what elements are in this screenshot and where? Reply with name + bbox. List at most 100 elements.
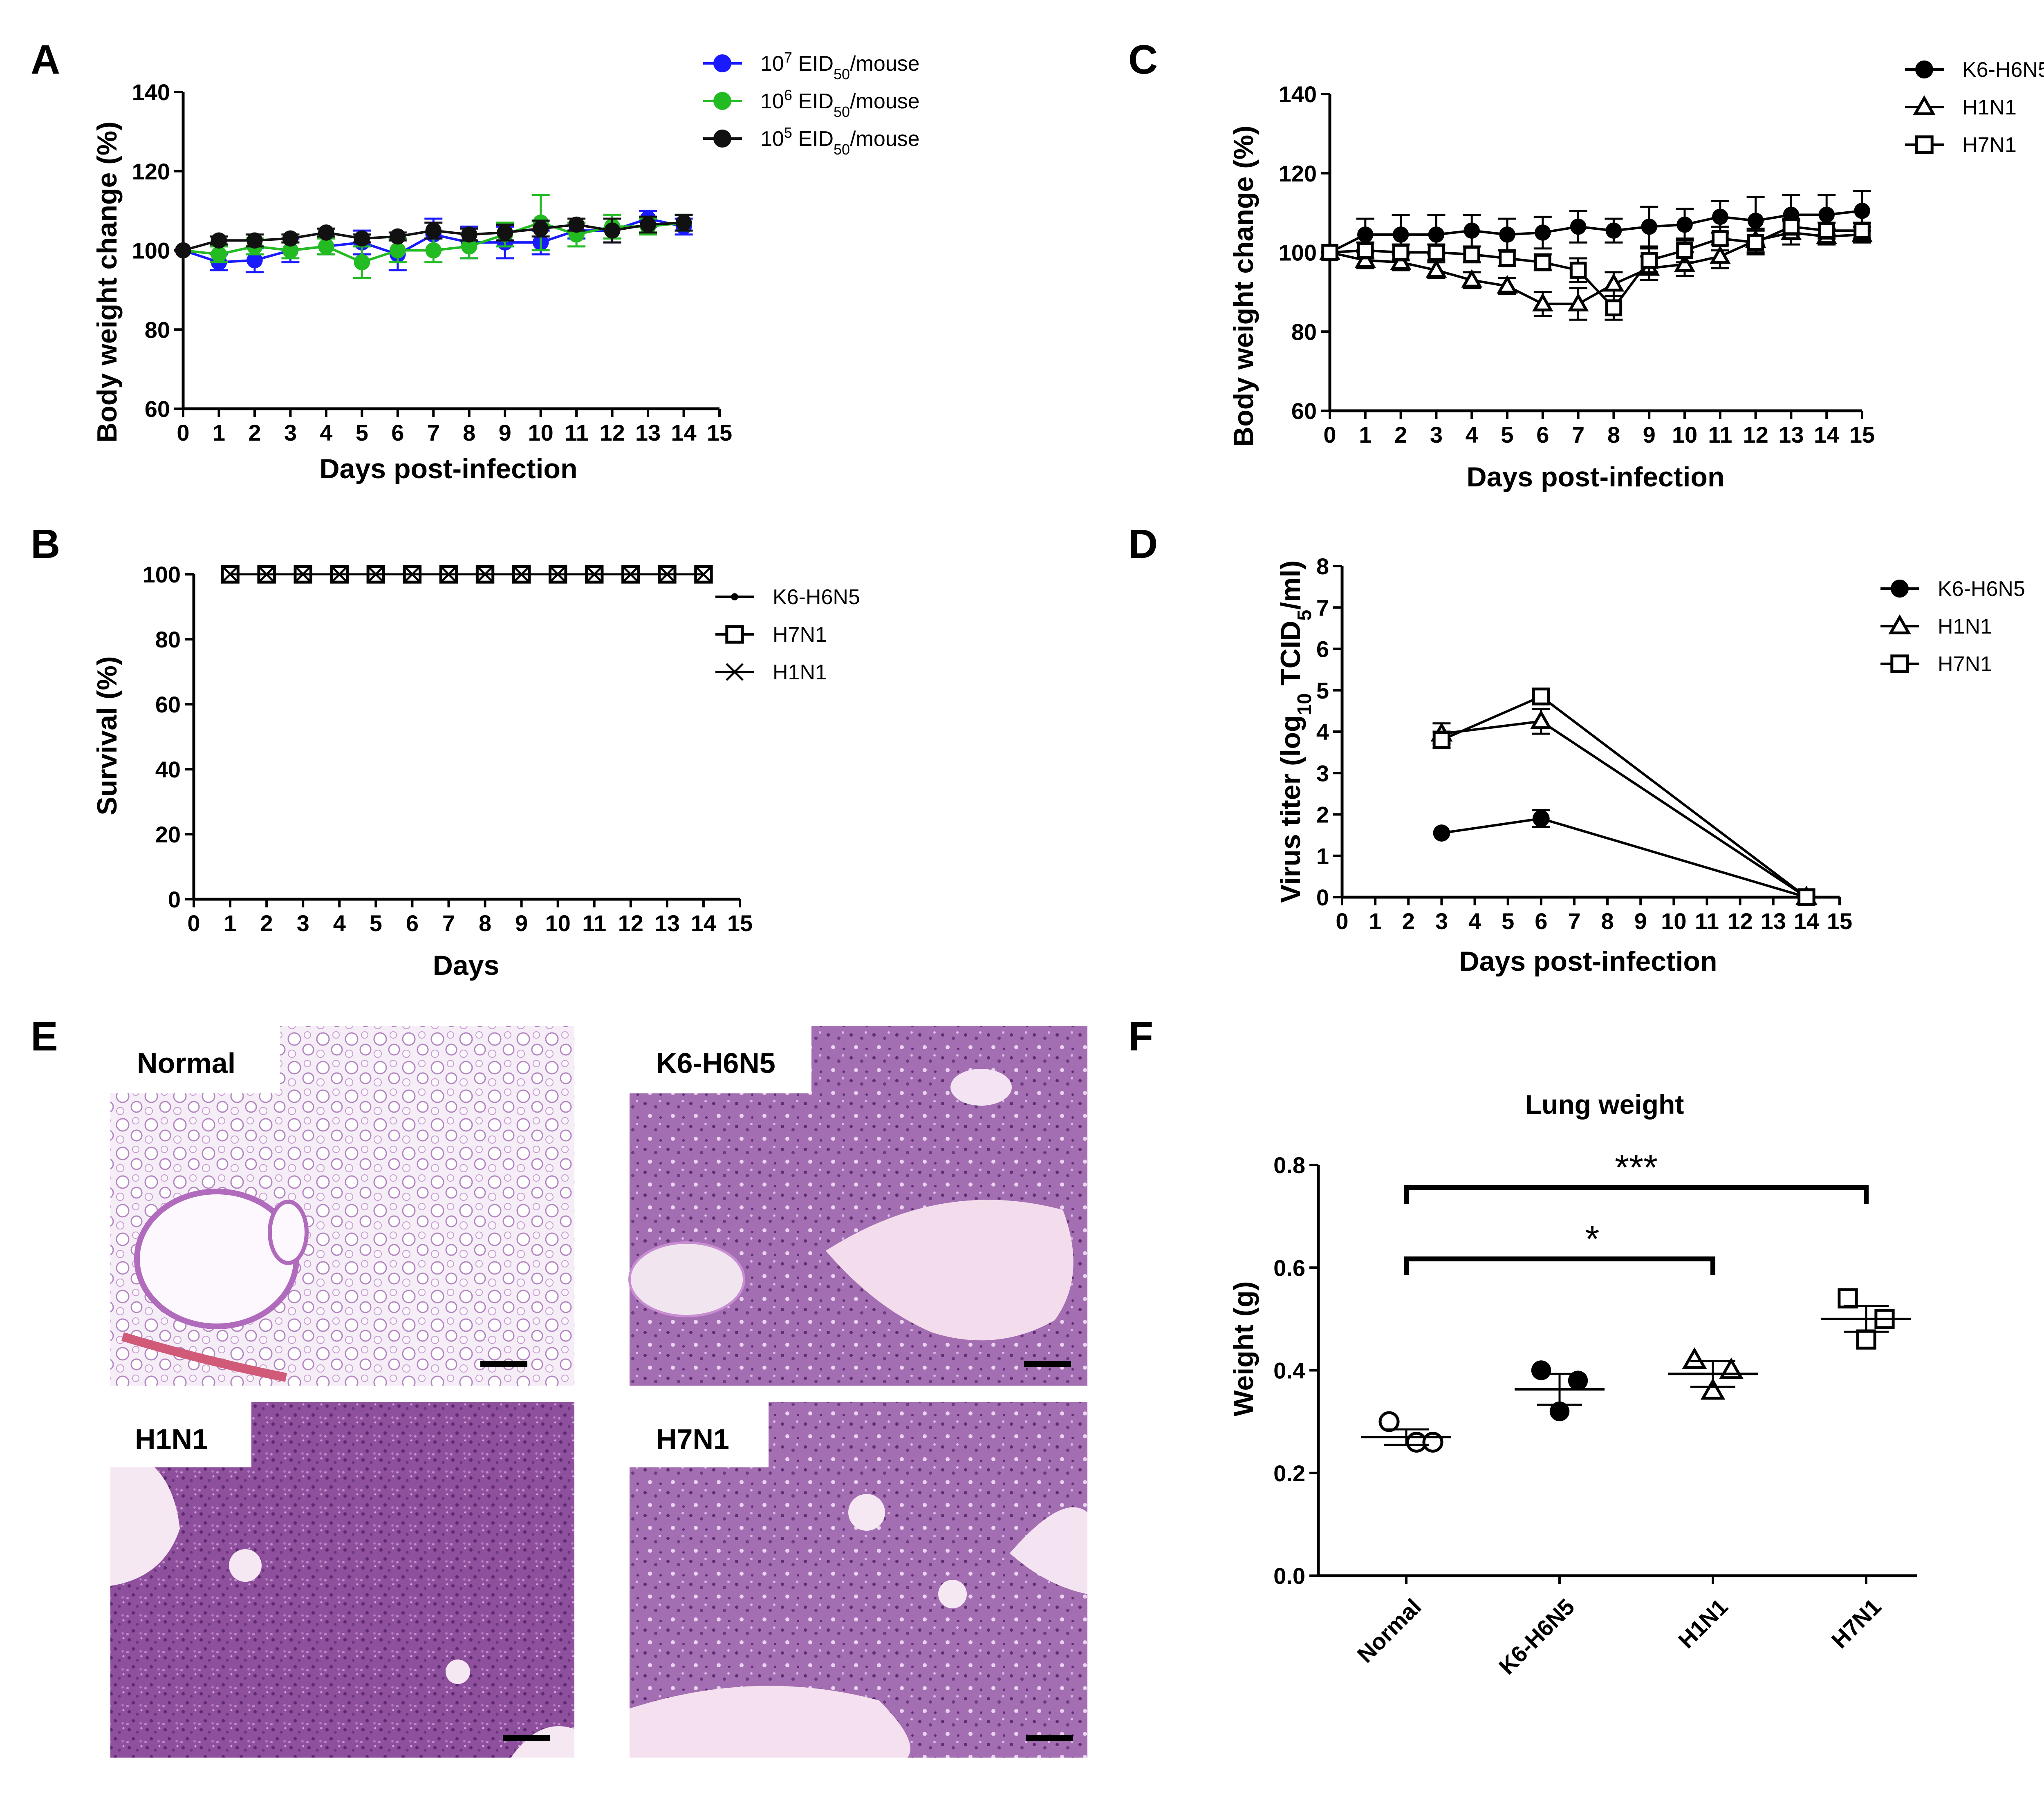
x-tick-label: 1	[213, 420, 225, 446]
data-point	[1428, 244, 1445, 261]
data-point-stroke-b	[658, 565, 676, 583]
histology-h1n1-label: H1N1	[135, 1423, 208, 1455]
legend-label-part: 10	[760, 52, 784, 76]
data-point	[1818, 222, 1835, 239]
data-point-stroke-b	[512, 565, 531, 583]
data-point	[1530, 710, 1552, 729]
y-tick-label: 0	[168, 887, 181, 912]
y-tick-label: 100	[143, 562, 181, 587]
chart-b-xlabel: Days	[433, 950, 500, 981]
legend-marker	[1915, 135, 1934, 154]
x-tick-label: 3	[1430, 422, 1443, 448]
legend-marker	[726, 663, 744, 681]
data-point	[1603, 273, 1625, 292]
data-point	[1782, 218, 1800, 235]
data-point	[461, 226, 477, 243]
significance-label: *	[1585, 1219, 1599, 1260]
panel-letter-f: F	[1128, 1014, 1153, 1059]
x-tick-label: 2	[260, 910, 273, 936]
legend-label-part: 50	[834, 141, 850, 158]
legend-marker	[1888, 614, 1912, 634]
data-point	[532, 220, 549, 237]
data-point	[512, 565, 531, 583]
legend-label: H1N1	[1938, 615, 1992, 638]
data-point	[640, 216, 656, 233]
data-point-stroke-b	[585, 565, 603, 583]
data-point	[1719, 1357, 1744, 1380]
x-tick-label: 3	[284, 420, 297, 446]
data-point	[1676, 216, 1693, 233]
x-tick-label: 2	[1402, 908, 1415, 934]
y-tick-label: 60	[155, 692, 181, 717]
histology-panel: Normal K6-H6N5 H1N1	[110, 1026, 1087, 1758]
y-tick-label: 20	[155, 822, 181, 847]
y-tick-label: 60	[145, 396, 170, 422]
chart-c-legend: K6-H6N5 H1N1 H7N1	[1905, 58, 2044, 157]
x-tick-label: 4	[320, 420, 332, 446]
legend-label: 106 EID50/mouse	[760, 87, 920, 120]
chart-d-legend: K6-H6N5 H1N1 H7N1	[1880, 577, 2025, 676]
legend-marker	[713, 92, 731, 110]
data-point	[1392, 244, 1410, 261]
data-point	[1461, 269, 1483, 288]
chart-b-legend: K6-H6N5 H7N1 H1N1	[715, 585, 860, 684]
data-point	[1605, 222, 1622, 239]
data-point	[1712, 230, 1729, 247]
x-tick-label: 10	[1661, 908, 1686, 934]
legend-label: H7N1	[1962, 133, 2017, 157]
data-point-stroke-b	[294, 565, 312, 583]
x-tick-label: 6	[406, 910, 419, 936]
x-tick-label: 2	[248, 420, 261, 446]
x-tick-label: 6	[1536, 422, 1549, 448]
x-tick-label: 4	[1468, 908, 1481, 934]
y-tick-label: 120	[1279, 161, 1317, 186]
data-point	[439, 565, 458, 583]
y-tick-label: 7	[1316, 595, 1329, 620]
legend-marker	[1891, 580, 1909, 598]
alveolus-icon	[446, 1659, 470, 1684]
x-tick-label: 1	[1369, 908, 1382, 934]
significance-bracket	[1404, 1185, 1869, 1204]
x-tick-label: 5	[1502, 908, 1514, 934]
data-point	[1641, 218, 1657, 235]
data-point	[1567, 293, 1589, 311]
x-tick-label: 0	[187, 910, 200, 936]
airway-lumen-icon	[110, 1447, 180, 1586]
x-tick-label: 15	[1849, 422, 1875, 448]
chart-a-weight-dose: Body weight change (%) Days post-infecti…	[92, 49, 920, 485]
x-tick-label: 6	[1535, 908, 1547, 934]
data-point	[1433, 824, 1450, 842]
data-point	[1532, 688, 1550, 705]
data-point	[1605, 299, 1623, 316]
histology-h7n1: H7N1	[630, 1402, 1087, 1758]
data-point	[1357, 226, 1374, 243]
data-point	[622, 565, 640, 583]
data-point	[1425, 259, 1447, 278]
chart-d-ylabel-part3: /ml)	[1275, 560, 1306, 610]
x-tick-label: 7	[1572, 422, 1585, 448]
chart-f-title: Lung weight	[1525, 1089, 1684, 1120]
series-line-1	[1441, 817, 1807, 898]
data-point	[1378, 1411, 1400, 1432]
panel-letter-e: E	[31, 1014, 58, 1059]
histology-k6h6n5-label: K6-H6N5	[656, 1047, 775, 1079]
airway-lumen-icon	[630, 1686, 910, 1758]
legend-label: H1N1	[773, 661, 827, 684]
x-tick-label: 13	[654, 910, 680, 936]
y-tick-label: 80	[145, 317, 170, 343]
x-tick-label: 5	[356, 420, 368, 446]
x-tick-label: 9	[1634, 908, 1647, 934]
data-point	[1392, 226, 1409, 243]
data-point	[211, 246, 227, 262]
legend-marker	[713, 54, 731, 72]
data-point	[1700, 1378, 1726, 1400]
data-point-stroke-b	[476, 565, 494, 583]
data-point	[1568, 1371, 1588, 1391]
significance-bracket	[1404, 1256, 1715, 1275]
chart-d-xlabel: Days post-infection	[1459, 946, 1717, 977]
data-point	[1532, 293, 1553, 311]
chart-a-xlabel: Days post-infection	[320, 453, 578, 484]
chart-d-ylabel-sub2: 5	[1294, 610, 1316, 621]
x-tick-label: 9	[1643, 422, 1656, 448]
data-point	[403, 565, 421, 583]
